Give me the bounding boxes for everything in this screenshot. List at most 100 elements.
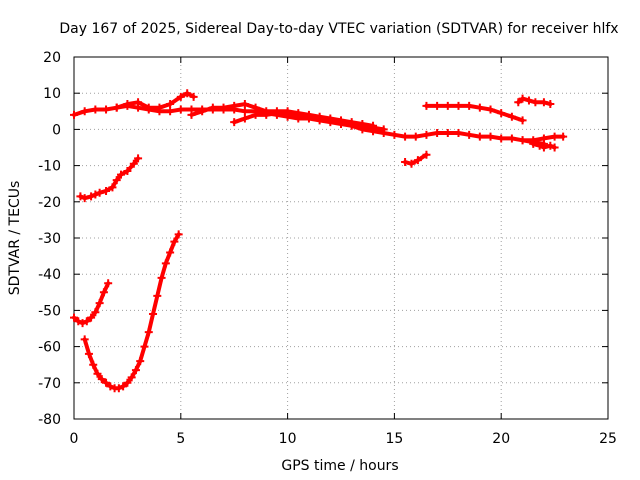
- data-point: [230, 101, 239, 110]
- data-point: [413, 156, 422, 165]
- data-point: [369, 123, 378, 132]
- data-point: [454, 129, 463, 138]
- data-point: [97, 375, 106, 384]
- data-point: [170, 237, 179, 246]
- data-point: [240, 114, 249, 123]
- data-point: [454, 101, 463, 110]
- data-series-layer: [70, 89, 568, 393]
- data-point: [251, 103, 260, 112]
- data-point: [144, 328, 153, 337]
- data-point: [407, 159, 416, 168]
- data-point: [70, 110, 78, 119]
- data-point: [507, 134, 516, 143]
- data-point: [95, 299, 104, 308]
- data-point: [74, 317, 83, 326]
- data-point: [315, 114, 324, 123]
- data-point: [531, 98, 540, 107]
- data-point: [475, 132, 484, 141]
- data-point: [166, 100, 175, 109]
- data-point: [189, 92, 198, 101]
- data-point: [93, 369, 102, 378]
- data-point: [161, 259, 170, 268]
- data-point: [443, 101, 452, 110]
- data-point: [91, 308, 100, 317]
- x-tick-label: 25: [599, 431, 617, 447]
- data-point: [91, 190, 100, 199]
- data-point: [155, 103, 164, 112]
- data-point: [283, 109, 292, 118]
- data-point: [546, 100, 555, 109]
- data-point: [112, 176, 121, 185]
- data-point: [422, 150, 431, 159]
- data-point: [230, 118, 239, 127]
- data-point: [116, 170, 125, 179]
- data-point: [486, 132, 495, 141]
- data-point: [149, 310, 158, 319]
- data-point: [99, 288, 108, 297]
- series-track-5: [422, 101, 527, 125]
- data-point: [390, 130, 399, 139]
- series-track-2: [112, 89, 198, 112]
- series-track-11: [70, 279, 113, 328]
- data-point: [183, 89, 192, 98]
- data-point: [136, 357, 145, 366]
- data-point: [95, 188, 104, 197]
- data-point: [433, 129, 442, 138]
- data-point: [108, 183, 117, 192]
- data-point: [131, 366, 140, 375]
- data-point: [465, 101, 474, 110]
- data-point: [187, 110, 196, 119]
- data-point: [102, 105, 111, 114]
- data-point: [140, 342, 149, 351]
- y-tick-label: 10: [43, 86, 61, 102]
- series-track-12: [80, 230, 183, 393]
- data-point: [358, 121, 367, 130]
- series-track-9: [401, 150, 431, 168]
- data-point: [87, 313, 96, 322]
- data-point: [80, 335, 89, 344]
- series-line: [78, 156, 141, 201]
- data-point: [82, 317, 91, 326]
- chart-title: Day 167 of 2025, Sidereal Day-to-day VTE…: [59, 21, 618, 37]
- data-point: [104, 279, 113, 288]
- x-tick-label: 15: [385, 431, 403, 447]
- data-point: [272, 109, 281, 118]
- data-point: [507, 112, 516, 121]
- data-point: [219, 103, 228, 112]
- y-axis-ticks: -80 -70 -60 -50 -40 -30 -20 -10 0 10 20: [38, 50, 608, 428]
- data-point: [91, 105, 100, 114]
- data-point: [119, 382, 128, 391]
- y-tick-label: -30: [38, 231, 61, 247]
- x-tick-label: 10: [279, 431, 297, 447]
- data-point: [539, 143, 548, 152]
- data-point: [337, 118, 345, 127]
- data-point: [76, 192, 85, 201]
- series-line: [424, 103, 525, 123]
- data-point: [401, 157, 410, 166]
- x-axis-ticks: 0 5 10 15 20 25: [70, 57, 617, 447]
- data-point: [518, 136, 527, 145]
- data-point: [127, 373, 136, 382]
- data-point: [240, 107, 249, 116]
- data-point: [550, 132, 559, 141]
- data-point: [294, 110, 303, 119]
- data-point: [524, 96, 533, 105]
- data-point: [166, 248, 175, 257]
- data-point: [106, 382, 115, 391]
- data-point: [240, 100, 249, 109]
- data-point: [174, 230, 183, 239]
- data-point: [379, 125, 388, 134]
- data-point: [198, 107, 207, 116]
- data-point: [134, 98, 143, 107]
- data-point: [89, 360, 98, 369]
- series-track-8: [529, 139, 559, 152]
- data-point: [347, 119, 356, 128]
- series-track-4: [230, 109, 388, 134]
- data-point: [70, 313, 78, 322]
- data-point: [262, 110, 271, 119]
- x-tick-label: 0: [70, 431, 79, 447]
- y-tick-label: -50: [38, 303, 61, 319]
- x-tick-label: 20: [492, 431, 510, 447]
- data-point: [535, 141, 544, 150]
